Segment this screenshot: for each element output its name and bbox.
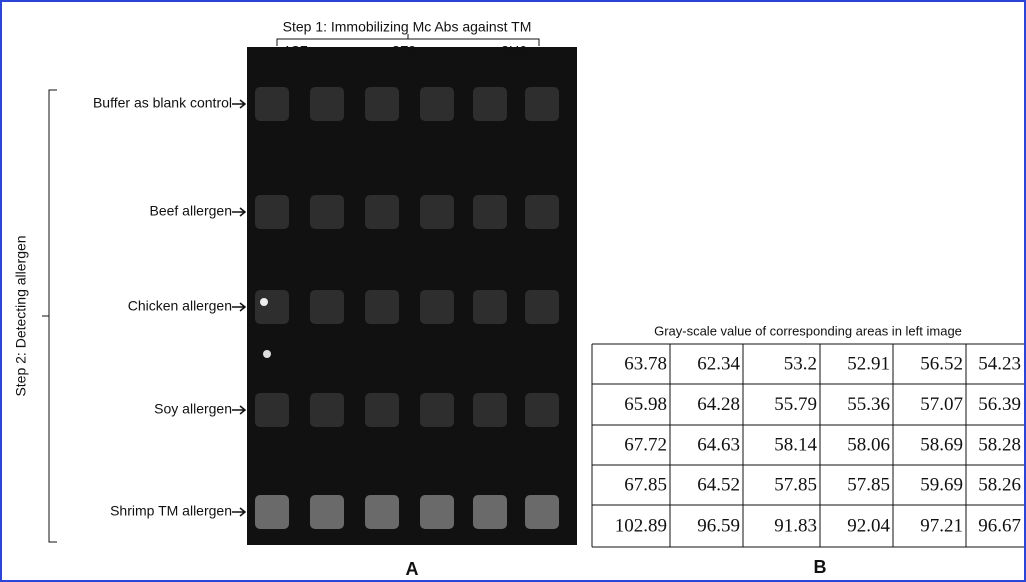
antibody-label: 4C7 — [282, 43, 308, 59]
row-label: Chicken allergen — [128, 298, 232, 314]
arrow — [421, 61, 433, 75]
row-label: Beef allergen — [149, 203, 232, 219]
spot — [420, 495, 454, 529]
arrow — [311, 61, 323, 75]
table-cell: 96.59 — [697, 515, 740, 536]
antibody-label: 2H6 — [501, 43, 527, 59]
spot — [525, 87, 559, 121]
spot — [255, 495, 289, 529]
spot — [473, 393, 507, 427]
arrow — [391, 61, 403, 75]
step2-title: Step 2: Detecting allergen — [13, 235, 29, 396]
spot — [255, 87, 289, 121]
bracket — [42, 89, 57, 543]
spot — [525, 393, 559, 427]
panel-label: A — [406, 559, 419, 579]
table-cell: 58.28 — [978, 434, 1021, 455]
table-cell: 62.34 — [697, 353, 740, 374]
table-caption: Gray-scale value of corresponding areas … — [654, 323, 962, 338]
arrow — [232, 405, 247, 415]
table-cell: 56.39 — [978, 394, 1021, 415]
table-cell: 64.28 — [697, 394, 740, 415]
spot — [365, 290, 399, 324]
spot — [420, 393, 454, 427]
table-cell: 53.2 — [784, 353, 817, 374]
spot — [525, 290, 559, 324]
data-table: 63.78 62.34 53.2 52.91 56.52 54.23 65.98 64.28 5… — [591, 343, 1024, 548]
antibody-label: 2F9 — [392, 43, 416, 59]
table-cell: 58.14 — [774, 434, 817, 455]
table-cell: 64.52 — [697, 474, 740, 495]
spot — [310, 495, 344, 529]
table-cell: 102.89 — [615, 515, 667, 536]
spot — [420, 195, 454, 229]
spot — [473, 495, 507, 529]
artifact — [260, 298, 268, 306]
table-cell: 92.04 — [847, 515, 890, 536]
spot — [473, 87, 507, 121]
spot — [420, 87, 454, 121]
spot — [310, 393, 344, 427]
table-cell: 63.78 — [624, 353, 667, 374]
arrow — [232, 99, 247, 109]
spot — [365, 393, 399, 427]
table-cell: 64.63 — [697, 434, 740, 455]
table-cell: 58.69 — [920, 434, 963, 455]
gel-image — [247, 47, 577, 545]
table-cell: 55.36 — [847, 394, 890, 415]
spot — [473, 290, 507, 324]
arrow — [499, 61, 511, 75]
table-cell: 59.69 — [920, 474, 963, 495]
arrow — [526, 61, 538, 75]
spot — [310, 87, 344, 121]
spot — [525, 195, 559, 229]
step1-title: Step 1: Immobilizing Mc Abs against TM — [283, 19, 532, 35]
table-cell: 91.83 — [774, 515, 817, 536]
arrow — [232, 507, 247, 517]
spot — [255, 290, 289, 324]
table-cell: 58.26 — [978, 474, 1021, 495]
row-label: Soy allergen — [154, 401, 232, 417]
spot — [255, 195, 289, 229]
bracket — [276, 34, 540, 46]
table-cell: 65.98 — [624, 394, 667, 415]
spot — [310, 290, 344, 324]
panel-label: B — [814, 557, 827, 577]
table-cell: 52.91 — [847, 353, 890, 374]
table-cell: 57.85 — [847, 474, 890, 495]
spot — [255, 393, 289, 427]
table-cell: 96.67 — [978, 515, 1021, 536]
artifact — [263, 350, 271, 358]
row-label: Buffer as blank control — [93, 95, 232, 111]
table-cell: 55.79 — [774, 394, 817, 415]
arrow — [232, 302, 247, 312]
table-cell: 56.52 — [920, 353, 963, 374]
spot — [310, 195, 344, 229]
spot — [365, 195, 399, 229]
table-cell: 58.06 — [847, 434, 890, 455]
spot — [473, 195, 507, 229]
row-label: Shrimp TM allergen — [110, 503, 232, 519]
table-cell: 57.07 — [920, 394, 963, 415]
spot — [420, 290, 454, 324]
table-cell: 67.85 — [624, 474, 667, 495]
spot — [365, 87, 399, 121]
arrow — [232, 207, 247, 217]
row-labels: Buffer as blank control Beef allergen Chic… — [93, 95, 247, 519]
arrows — [281, 61, 538, 75]
gel-spots — [255, 87, 559, 529]
arrow — [281, 61, 293, 75]
spot — [525, 495, 559, 529]
spot — [365, 495, 399, 529]
table-cell: 67.72 — [624, 434, 667, 455]
table-cell: 57.85 — [774, 474, 817, 495]
table-cell: 54.23 — [978, 353, 1021, 374]
table-cell: 97.21 — [920, 515, 963, 536]
